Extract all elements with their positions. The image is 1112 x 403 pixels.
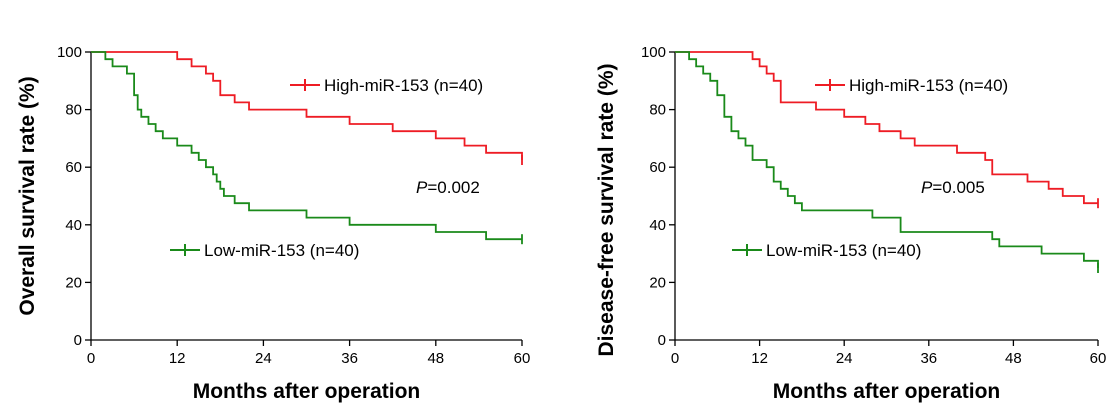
x-tick-label: 48 [427,350,444,367]
p-value-annotation: P=0.002 [416,178,480,197]
legend-label: High-miR-153 (n=40) [324,76,483,95]
y-tick-label: 0 [658,332,666,349]
p-value-number: =0.005 [932,178,984,197]
y-tick-label: 60 [65,159,82,176]
legend-label: Low-miR-153 (n=40) [204,241,359,260]
y-tick-label: 100 [641,44,666,61]
p-value-symbol: P [416,178,428,197]
y-tick-label: 40 [65,217,82,234]
chart-panel-2: 0 20 40 60 80 100 0 12 24 36 48 60 Months after oper… [595,44,1106,403]
series-line-low [91,51,522,241]
x-tick-label: 0 [87,350,95,367]
x-tick-label: 24 [255,350,272,367]
y-tick-label: 0 [74,332,82,349]
y-tick-label: 40 [649,217,666,234]
x-tick-label: 0 [671,350,679,367]
y-tick-label: 80 [649,102,666,119]
y-tick-label: 20 [649,274,666,291]
y-tick-label: 20 [65,274,82,291]
x-tick-label: 36 [920,350,937,367]
x-tick-label: 48 [1005,350,1022,367]
x-tick-label: 24 [836,350,853,367]
legend-label: Low-miR-153 (n=40) [766,241,921,260]
x-axis-title: Months after operation [773,380,1001,403]
legend-label: High-miR-153 (n=40) [849,76,1008,95]
y-axis-title: Disease-free survival rate (%) [595,64,618,357]
x-tick-label: 12 [751,350,768,367]
y-tick-label: 100 [57,44,82,61]
series-line-high [675,51,1098,205]
y-axis-title: Overall survival rate (%) [16,76,39,315]
x-axis-title: Months after operation [193,380,421,403]
x-tick-label: 60 [514,350,531,367]
p-value-symbol: P [921,178,933,197]
p-value-annotation: P=0.005 [921,178,985,197]
x-tick-label: 36 [341,350,358,367]
x-tick-label: 12 [169,350,186,367]
chart-panel-1: 0 20 40 60 80 100 0 12 24 36 48 60 Months after oper… [16,44,530,403]
series-line-low [675,51,1099,268]
x-tick-label: 60 [1090,350,1107,367]
y-tick-label: 80 [65,102,82,119]
series-line-high [91,51,523,160]
p-value-number: =0.002 [427,178,479,197]
y-tick-label: 60 [649,159,666,176]
